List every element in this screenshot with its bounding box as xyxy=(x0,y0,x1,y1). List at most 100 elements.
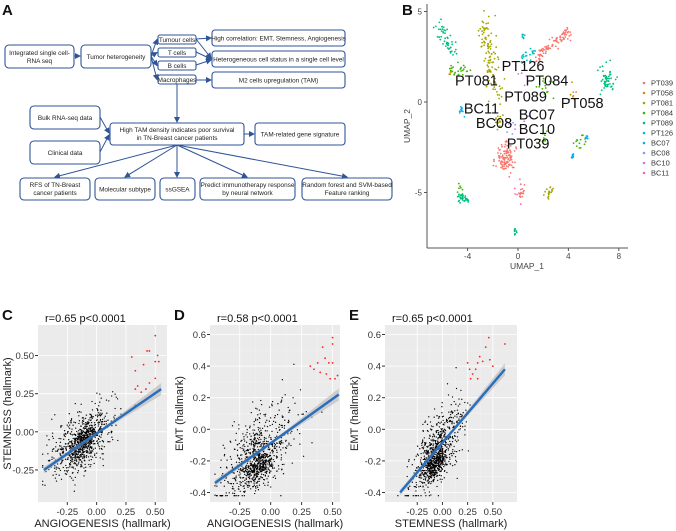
data-point xyxy=(422,458,425,461)
data-point xyxy=(247,486,249,489)
data-point xyxy=(71,442,74,445)
data-point xyxy=(42,464,44,467)
data-point xyxy=(432,438,434,441)
data-point xyxy=(84,424,86,426)
umap-point-pt081 xyxy=(498,120,501,122)
data-point xyxy=(243,448,245,450)
data-point xyxy=(94,447,96,449)
umap-point-pt089 xyxy=(607,79,609,82)
umap-point-pt084 xyxy=(551,81,554,83)
umap-point-bc10 xyxy=(519,109,522,112)
data-point xyxy=(271,430,273,433)
data-point xyxy=(100,409,102,411)
data-point xyxy=(55,441,57,444)
data-point xyxy=(424,421,426,424)
data-point xyxy=(78,411,81,413)
data-point xyxy=(460,389,462,392)
box-t-cells: T cells xyxy=(157,47,197,58)
umap-point-pt039 xyxy=(511,161,514,164)
legend-key-pt039 xyxy=(642,81,646,85)
data-point xyxy=(437,421,440,424)
data-point xyxy=(435,436,437,438)
data-point xyxy=(270,465,273,468)
data-point xyxy=(261,465,263,468)
data-point xyxy=(96,419,98,421)
data-point xyxy=(253,465,255,467)
data-point xyxy=(222,473,224,475)
data-point xyxy=(411,464,413,466)
data-point xyxy=(279,429,281,431)
umap-point-pt039 xyxy=(503,161,506,163)
data-point xyxy=(80,429,82,431)
data-point xyxy=(268,464,270,466)
data-point xyxy=(243,436,245,438)
data-point xyxy=(263,440,265,442)
data-point xyxy=(80,464,82,466)
umap-point-pt089 xyxy=(616,76,618,78)
data-point xyxy=(437,474,439,477)
data-point xyxy=(87,431,89,433)
data-point xyxy=(239,447,241,449)
umap-point-pt081 xyxy=(494,118,497,121)
umap-point-pt039 xyxy=(535,60,538,63)
umap-point-pt084 xyxy=(465,70,468,73)
umap-point-pt081 xyxy=(487,22,489,24)
data-point xyxy=(244,450,246,452)
y-tick-label: -0.2 xyxy=(190,456,206,467)
data-point xyxy=(425,442,427,444)
data-point xyxy=(259,460,261,463)
correlation-annotation: r=0.58 p<0.0001 xyxy=(217,313,298,325)
data-point xyxy=(54,465,56,467)
umap-point-pt089 xyxy=(465,198,467,200)
data-point xyxy=(264,471,266,473)
data-point xyxy=(64,435,66,438)
data-point xyxy=(408,460,410,462)
data-point xyxy=(437,469,439,471)
data-point xyxy=(270,460,272,462)
data-point xyxy=(75,456,77,458)
data-point xyxy=(68,413,70,415)
data-point xyxy=(433,435,436,438)
umap-point-bc08 xyxy=(506,131,508,134)
data-point xyxy=(453,425,455,427)
data-point xyxy=(428,477,430,479)
data-point xyxy=(93,462,95,465)
data-point xyxy=(440,434,442,437)
box-tumour-cells: Tumour cells xyxy=(157,34,197,45)
data-point xyxy=(440,460,442,462)
data-point xyxy=(59,469,62,472)
data-point xyxy=(415,484,418,486)
umap-point-pt039 xyxy=(549,47,552,50)
data-point xyxy=(419,477,421,479)
umap-point-pt081 xyxy=(492,73,494,76)
data-point xyxy=(60,478,63,480)
data-point xyxy=(287,433,289,435)
umap-point-pt084 xyxy=(451,70,454,73)
data-point xyxy=(249,473,251,475)
data-point xyxy=(458,418,460,420)
data-point xyxy=(78,441,80,443)
data-point xyxy=(107,433,109,435)
umap-point-pt039 xyxy=(508,154,511,156)
data-point xyxy=(274,443,277,446)
data-point xyxy=(216,485,218,487)
data-point xyxy=(96,434,99,436)
data-point xyxy=(262,453,265,456)
umap-point-pt081 xyxy=(487,59,490,62)
data-point xyxy=(60,449,63,451)
data-point xyxy=(66,432,69,434)
umap-point-pt126 xyxy=(529,59,532,61)
data-point xyxy=(441,402,443,404)
data-point xyxy=(261,456,264,458)
data-point xyxy=(80,439,82,441)
umap-point-pt089 xyxy=(447,48,450,50)
umap-point-pt089 xyxy=(604,83,607,86)
data-point xyxy=(451,440,454,443)
umap-point-pt084 xyxy=(575,145,578,148)
data-point xyxy=(271,405,273,407)
umap-point-bc07 xyxy=(458,112,461,114)
data-point xyxy=(273,442,276,445)
data-point xyxy=(244,440,246,442)
regression-line xyxy=(43,388,162,471)
data-point xyxy=(85,414,88,416)
